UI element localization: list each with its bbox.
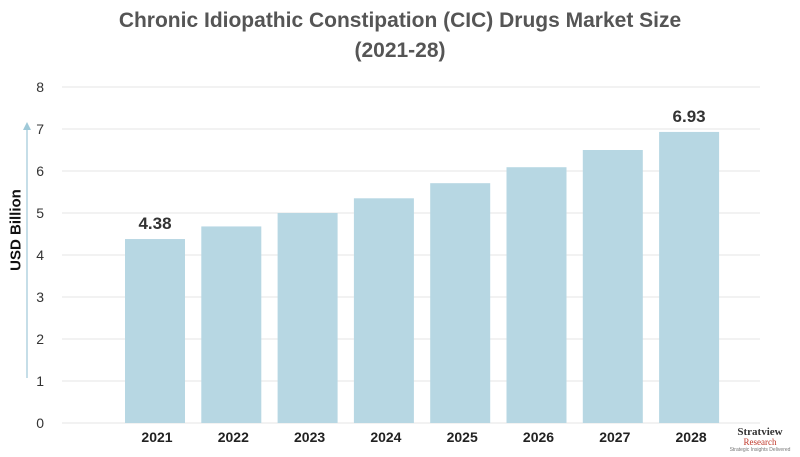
bar-2026 (506, 167, 567, 423)
chart-title-line1: Chronic Idiopathic Constipation (CIC) Dr… (118, 9, 682, 32)
bar-2024 (353, 198, 414, 423)
data-label: 4.38 (138, 214, 171, 233)
y-tick-label: 8 (36, 79, 44, 95)
data-labels: 4.38 6.93 (138, 107, 705, 233)
bar-2025 (430, 183, 491, 423)
bar-2023 (277, 213, 338, 423)
arrow-head-icon (23, 122, 31, 130)
y-tick-label: 6 (36, 163, 44, 179)
x-tick-label: 2024 (370, 429, 401, 445)
y-tick-label: 7 (36, 121, 44, 137)
x-tick-label: 2025 (447, 429, 478, 445)
y-tick-label: 1 (36, 373, 44, 389)
y-tick-label: 0 (36, 415, 44, 431)
bar-2022 (201, 226, 262, 423)
logo-line1: Stratview (737, 426, 783, 438)
chart-title: Chronic Idiopathic Constipation (CIC) Dr… (0, 6, 800, 66)
y-tick-label: 5 (36, 205, 44, 221)
y-tick-label: 2 (36, 331, 44, 347)
bar-2021 (125, 239, 185, 423)
x-tick-label: 2021 (141, 429, 172, 445)
logo-line2: Research (743, 437, 777, 447)
y-tick-label: 4 (36, 247, 44, 263)
logo-line3: Strategic Insights Delivered (729, 447, 791, 453)
y-axis-arrow (23, 122, 31, 378)
bars (125, 131, 720, 423)
x-tick-label: 2022 (218, 429, 249, 445)
stratview-logo: Stratview Research Strategic Insights De… (728, 426, 792, 454)
x-tick-label: 2027 (599, 429, 630, 445)
x-tick-label: 2023 (294, 429, 325, 445)
x-tick-label: 2026 (523, 429, 554, 445)
y-tick-label: 3 (36, 289, 44, 305)
data-label: 6.93 (673, 107, 706, 126)
chart-title-line2: (2021-28) (354, 39, 446, 62)
x-tick-label: 2028 (676, 429, 707, 445)
bar-2027 (582, 150, 643, 423)
y-axis-ticks: 0 1 2 3 4 5 6 7 8 (36, 79, 44, 431)
bar-2028 (659, 131, 720, 423)
x-axis-ticks: 2021 2022 2023 2024 2025 2026 2027 2028 (141, 429, 706, 445)
